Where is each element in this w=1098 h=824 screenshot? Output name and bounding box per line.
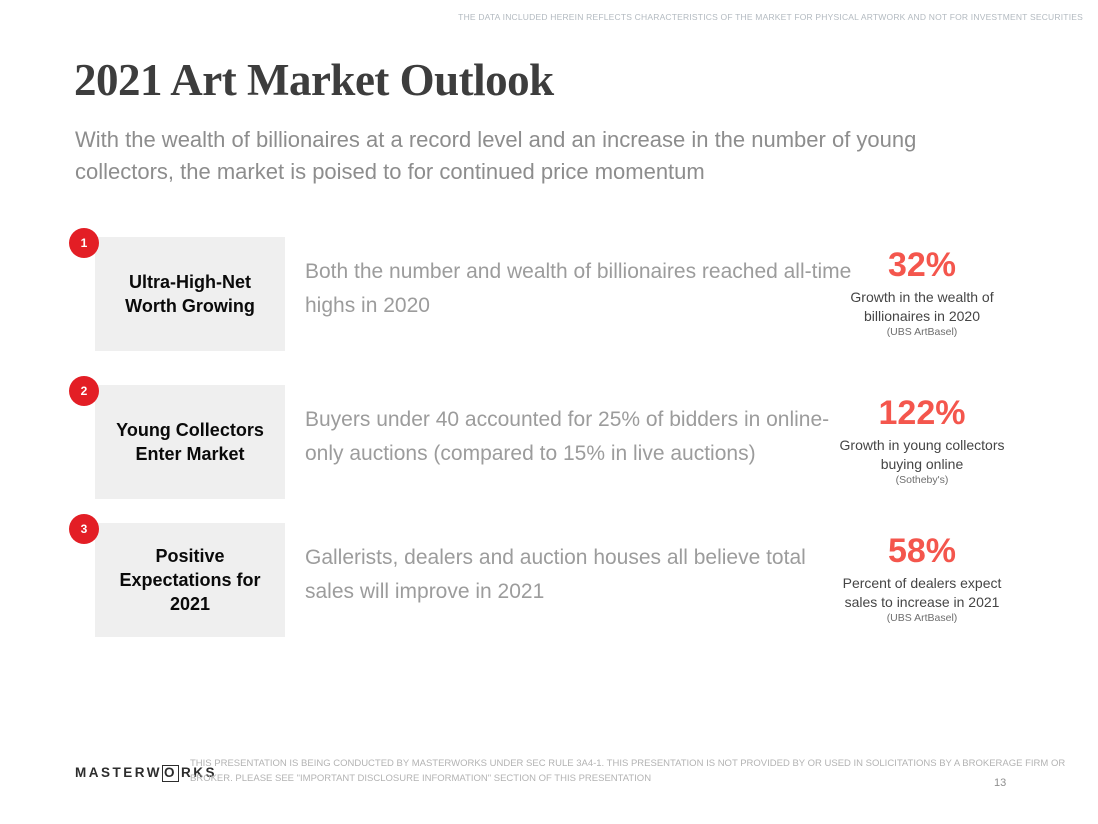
stat-value: 32% xyxy=(887,246,957,284)
stat-block: 32% Growth in the wealth of billionaires… xyxy=(827,246,1017,338)
stat-caption: Growth in the wealth of billionaires in … xyxy=(850,289,994,324)
logo-boxed-o: O xyxy=(162,765,180,782)
topic-description: Both the number and wealth of billionair… xyxy=(305,260,852,318)
stat-caption: Percent of dealers expect sales to incre… xyxy=(842,575,1002,610)
stat-source: (UBS ArtBasel) xyxy=(886,325,958,338)
logo-text-suffix: RKS xyxy=(181,765,218,780)
stat-caption: Growth in young collectors buying online xyxy=(839,437,1005,472)
row-number-badge: 1 xyxy=(69,228,99,258)
masterworks-logo: MASTERW O RKS xyxy=(75,765,217,782)
page-number: 13 xyxy=(994,777,1007,789)
footer-disclaimer: THIS PRESENTATION IS BEING CONDUCTED BY … xyxy=(190,758,1066,784)
outlook-row-ultra-high-net-worth: 1 Ultra-High-Net Worth Growing Both the … xyxy=(0,228,1098,351)
stat-block: 122% Growth in young collectors buying o… xyxy=(827,394,1017,486)
row-number-badge: 3 xyxy=(69,514,99,544)
stat-source: (Sotheby's) xyxy=(895,473,949,486)
topic-label: Ultra-High-Net Worth Growing xyxy=(125,271,255,316)
topic-label-box: 2 Young Collectors Enter Market xyxy=(69,376,285,499)
stat-value: 58% xyxy=(887,532,957,570)
topic-label: Positive Expectations for 2021 xyxy=(119,545,261,615)
stat-value: 122% xyxy=(878,394,966,432)
topic-label-box: 3 Positive Expectations for 2021 xyxy=(69,514,285,637)
stat-block: 58% Percent of dealers expect sales to i… xyxy=(827,532,1017,624)
logo-text-prefix: MASTERW xyxy=(75,765,162,780)
topic-description: Buyers under 40 accounted for 25% of bid… xyxy=(305,408,830,466)
stat-source: (UBS ArtBasel) xyxy=(886,611,958,624)
outlook-row-positive-expectations: 3 Positive Expectations for 2021 Galleri… xyxy=(0,514,1098,637)
page-subtitle: With the wealth of billionaires at a rec… xyxy=(75,127,917,184)
topic-label-box: 1 Ultra-High-Net Worth Growing xyxy=(69,228,285,351)
outlook-row-young-collectors: 2 Young Collectors Enter Market Buyers u… xyxy=(0,376,1098,499)
topic-description: Gallerists, dealers and auction houses a… xyxy=(305,546,806,604)
topic-label: Young Collectors Enter Market xyxy=(116,419,264,464)
row-number-badge: 2 xyxy=(69,376,99,406)
top-disclaimer: THE DATA INCLUDED HEREIN REFLECTS CHARAC… xyxy=(458,12,1083,22)
page-title: 2021 Art Market Outlook xyxy=(74,55,554,105)
